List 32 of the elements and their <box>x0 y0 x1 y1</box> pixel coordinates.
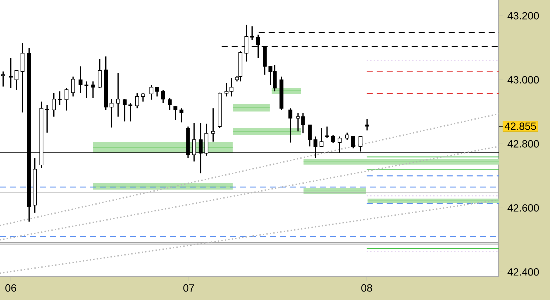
ref-line-label: 42.855 <box>504 122 536 130</box>
candlestick <box>64 88 69 112</box>
candlestick <box>110 98 114 128</box>
candlestick <box>161 89 166 104</box>
candlestick <box>211 108 216 142</box>
y-tick-label: 42.600 <box>508 204 540 212</box>
candlestick <box>52 92 56 118</box>
candlestick <box>20 42 25 114</box>
candlestick <box>351 136 356 150</box>
y-tick-label: 42.400 <box>508 268 540 276</box>
y-tick-label: 43.000 <box>508 76 540 84</box>
candlestick <box>45 104 50 134</box>
candlestick <box>98 58 102 89</box>
y-tick-label: 43.200 <box>508 12 540 20</box>
candlestick <box>71 76 76 98</box>
candlestick <box>168 98 172 111</box>
candlestick <box>150 84 154 101</box>
x-tick-label: 08 <box>362 284 372 292</box>
x-tick-label: 07 <box>184 284 194 292</box>
x-tick-label: 06 <box>6 284 16 292</box>
candlestick <box>320 128 324 148</box>
candlestick <box>174 106 178 121</box>
candlestick <box>9 58 13 89</box>
candlestick <box>365 118 370 132</box>
candlestick <box>14 70 19 91</box>
candlestick <box>116 72 120 118</box>
candlestick <box>135 92 140 110</box>
candlestick <box>155 86 160 98</box>
candlestick <box>250 26 254 41</box>
candlestick <box>288 108 293 144</box>
y-tick-label: 42.800 <box>508 140 540 148</box>
candlestick <box>180 108 184 124</box>
